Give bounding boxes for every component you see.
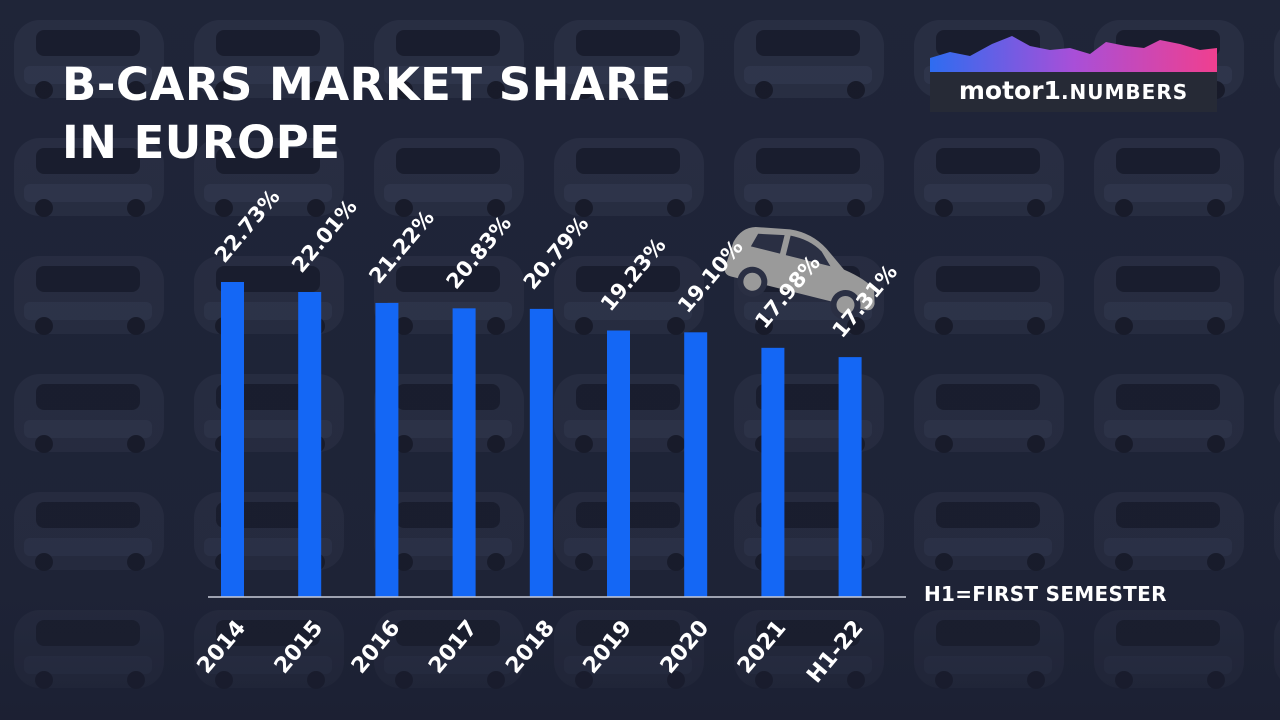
data-label-2019: 19.23% — [596, 233, 671, 315]
logo-numeral: 1 — [1043, 76, 1061, 105]
tick-label-2015: 2015 — [270, 616, 329, 679]
tick-label-2020: 2020 — [656, 616, 715, 679]
tick-label-2016: 2016 — [347, 616, 406, 679]
tick-label-2021: 2021 — [733, 616, 792, 679]
bar-2017 — [452, 308, 476, 597]
data-label-2016: 21.22% — [364, 206, 439, 288]
logo-word: motor — [958, 76, 1044, 105]
logo-suffix: .NUMBERS — [1060, 80, 1189, 104]
title-line-2: IN EUROPE — [62, 116, 341, 169]
motor1-numbers-logo: motor1.NUMBERS — [930, 34, 1217, 114]
data-label-2015: 22.01% — [287, 195, 362, 277]
tick-label-2017: 2017 — [424, 616, 483, 679]
bar-2015 — [298, 291, 322, 597]
tick-label-2018: 2018 — [501, 616, 560, 679]
data-label-H1-22: 17.31% — [828, 260, 903, 342]
data-label-2014: 22.73% — [210, 185, 285, 267]
data-label-2020: 19.10% — [673, 235, 748, 317]
hatchback-car-icon — [724, 226, 875, 320]
bar-2019 — [607, 330, 630, 597]
bar-2021 — [761, 347, 785, 597]
bar-2014 — [221, 282, 244, 597]
tick-label-2014: 2014 — [193, 616, 252, 679]
page-title: B-CARS MARKET SHARE IN EUROPE — [62, 56, 672, 172]
bar-H1-22 — [838, 357, 862, 597]
title-line-1: B-CARS MARKET SHARE — [62, 58, 672, 111]
mountain-graph-icon — [930, 36, 1217, 112]
tick-label-2019: 2019 — [579, 616, 638, 679]
bar-2018 — [529, 308, 553, 597]
data-label-2017: 20.83% — [442, 211, 517, 293]
tick-label-H1-22: H1-22 — [802, 616, 868, 688]
footnote: H1=FIRST SEMESTER — [924, 582, 1167, 606]
bar-2016 — [375, 302, 399, 597]
data-label-2018: 20.79% — [519, 212, 594, 294]
bar-2020 — [684, 332, 708, 597]
data-label-2021: 17.98% — [750, 251, 825, 333]
